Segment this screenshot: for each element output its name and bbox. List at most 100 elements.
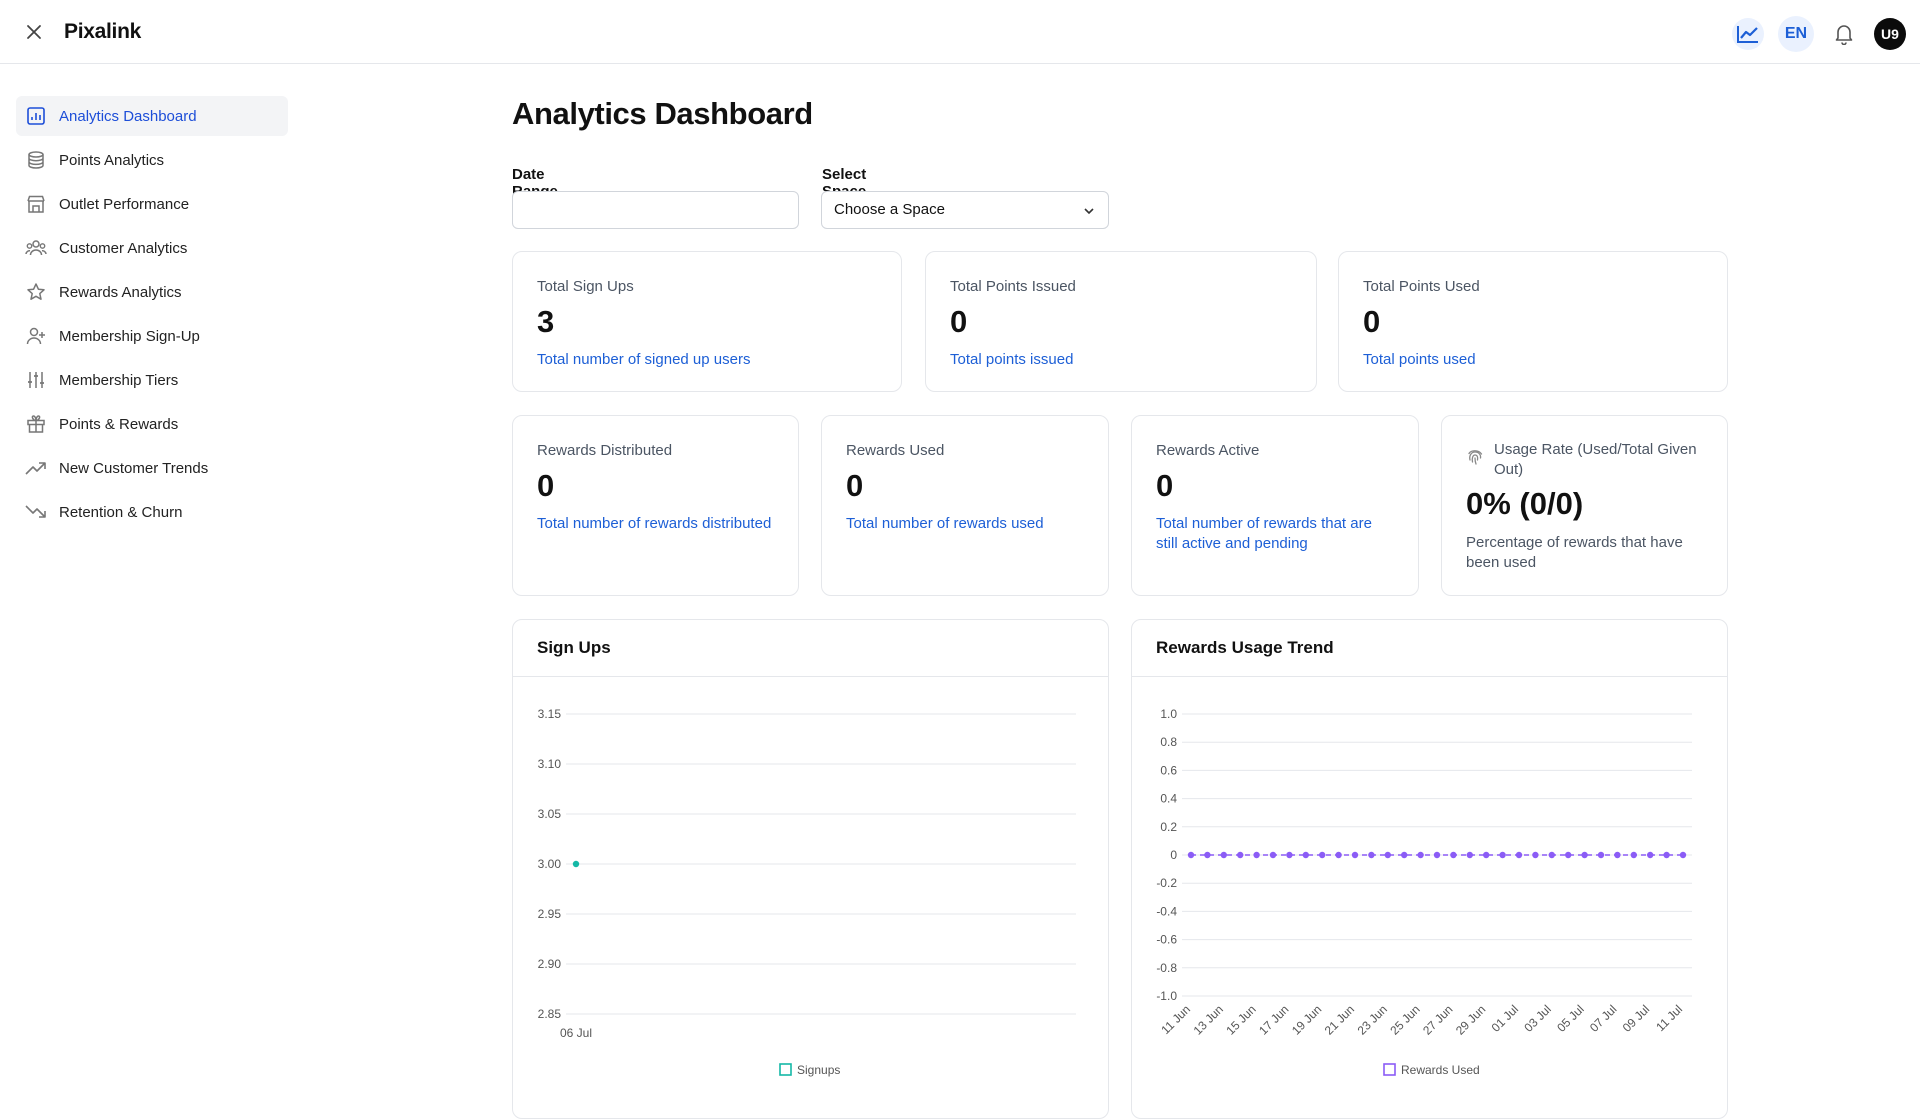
sidebar-item-membership-sign-up[interactable]: Membership Sign-Up — [16, 316, 288, 356]
y-tick-label: 2.85 — [538, 1007, 562, 1021]
stat-label: Total Points Issued — [950, 278, 1076, 295]
sidebar-item-retention-churn[interactable]: Retention & Churn — [16, 492, 288, 532]
data-point — [1187, 851, 1195, 859]
trending-down-icon — [25, 501, 47, 523]
stat-value: 0 — [1156, 468, 1174, 503]
data-point — [1679, 851, 1687, 859]
stat-desc: Total number of signed up users — [537, 351, 751, 368]
stat-desc: Total points issued — [950, 351, 1074, 368]
x-tick-label: 07 Jul — [1587, 1002, 1620, 1035]
y-tick-label: 0.2 — [1160, 820, 1177, 834]
stat-card-total-points-used: Total Points Used 0 Total points used — [1338, 251, 1728, 392]
sidebar-item-label: Membership Tiers — [59, 371, 179, 389]
data-point — [1269, 851, 1277, 859]
data-point — [1630, 851, 1637, 859]
date-range-input[interactable] — [512, 191, 799, 229]
data-point — [1220, 851, 1227, 859]
x-tick-label: 09 Jul — [1620, 1002, 1653, 1035]
stat-card-total-sign-ups: Total Sign Ups 3 Total number of signed … — [512, 251, 902, 392]
data-point — [1548, 851, 1555, 859]
stat-card-rewards-distributed: Rewards Distributed 0 Total number of re… — [512, 415, 799, 596]
data-point — [1532, 851, 1539, 859]
sidebar-item-membership-tiers[interactable]: Membership Tiers — [16, 360, 288, 400]
stat-desc: Total number of rewards used — [846, 515, 1044, 532]
x-tick-label: 11 Jul — [1653, 1002, 1685, 1034]
x-tick-label: 06 Jul — [560, 1026, 592, 1040]
sidebar-item-label: Points & Rewards — [59, 415, 179, 433]
y-tick-label: -0.2 — [1156, 876, 1177, 890]
stat-label: Rewards Active — [1156, 442, 1260, 459]
x-tick-label: 29 Jun — [1453, 1002, 1488, 1037]
stat-label: Rewards Used — [846, 442, 945, 459]
data-point — [1450, 851, 1457, 859]
x-tick-label: 05 Jul — [1554, 1002, 1587, 1035]
data-point — [1466, 851, 1473, 859]
data-point — [1433, 851, 1441, 859]
brand-logo[interactable]: Pixalink — [64, 20, 141, 43]
sidebar-item-rewards-analytics[interactable]: Rewards Analytics — [16, 272, 288, 312]
y-tick-label: 3.15 — [538, 707, 562, 721]
analytics-chart-icon[interactable] — [1732, 18, 1764, 50]
close-icon[interactable] — [22, 20, 46, 44]
stat-value: 3 — [537, 304, 555, 339]
data-point — [1401, 851, 1408, 859]
y-tick-label: 3.00 — [538, 857, 562, 871]
sidebar-item-points-analytics[interactable]: Points Analytics — [16, 140, 288, 180]
data-point — [1204, 851, 1211, 859]
user-plus-icon — [25, 325, 47, 347]
header-actions: EN U9 — [1732, 16, 1906, 52]
data-point — [1302, 851, 1309, 859]
sidebar-item-label: Membership Sign-Up — [59, 327, 200, 345]
legend-swatch — [779, 1063, 792, 1076]
data-point — [1597, 851, 1605, 859]
language-button[interactable]: EN — [1778, 16, 1814, 52]
sidebar-item-label: Points Analytics — [59, 151, 165, 169]
x-tick-label: 03 Jul — [1521, 1002, 1554, 1035]
data-point — [1499, 851, 1506, 859]
y-tick-label: 0.8 — [1160, 735, 1177, 749]
sliders-icon — [25, 369, 47, 391]
rewards-usage-trend-chart: 1.00.80.60.40.20-0.2-0.4-0.6-0.8-1.011 J… — [1156, 707, 1692, 1077]
stat-value: 0 — [537, 468, 555, 503]
space-select[interactable]: Choose a Space — [821, 191, 1109, 229]
sidebar-item-label: Customer Analytics — [59, 239, 188, 257]
stat-desc: Total points used — [1363, 351, 1476, 368]
y-tick-label: -0.6 — [1156, 933, 1177, 947]
rewards-usage-trend-card: Rewards Usage Trend 1.0 0.8 0.6 0.4 0.2 0 -0.2… — [1131, 619, 1728, 1119]
stat-value: 0 — [950, 304, 968, 339]
avatar[interactable]: U9 — [1874, 18, 1906, 50]
stat-label: Usage Rate (Used/Total Given Out) — [1494, 441, 1697, 478]
data-point — [1253, 851, 1260, 859]
y-tick-label: 0.4 — [1160, 792, 1177, 806]
sidebar-item-label: Analytics Dashboard — [59, 107, 197, 125]
sidebar-item-outlet-performance[interactable]: Outlet Performance — [16, 184, 288, 224]
stat-card-rewards-used: Rewards Used 0 Total number of rewards u… — [821, 415, 1109, 596]
sidebar-item-analytics-dashboard[interactable]: Analytics Dashboard — [16, 96, 288, 136]
data-point — [1647, 851, 1654, 859]
data-point — [1351, 851, 1359, 859]
sidebar: Analytics Dashboard Points Analytics Out… — [16, 96, 288, 536]
sidebar-item-label: New Customer Trends — [59, 459, 209, 477]
gift-icon — [25, 413, 47, 435]
y-tick-label: 0.6 — [1160, 763, 1177, 777]
users-icon — [25, 237, 47, 259]
sidebar-item-customer-analytics[interactable]: Customer Analytics — [16, 228, 288, 268]
x-tick-label: 27 Jun — [1420, 1002, 1455, 1037]
page-title: Analytics Dashboard — [512, 96, 813, 131]
sidebar-item-points-rewards[interactable]: Points & Rewards — [16, 404, 288, 444]
data-point — [1417, 851, 1424, 859]
data-point — [1581, 851, 1588, 859]
data-point — [1335, 851, 1342, 859]
sidebar-item-label: Rewards Analytics — [59, 283, 182, 301]
stat-card-usage-rate: Usage Rate (Used/Total Given Out) 0% (0/… — [1441, 415, 1728, 596]
y-tick-label: 1.0 — [1160, 707, 1177, 721]
chart-title: Sign Ups — [513, 620, 1108, 677]
y-tick-label: 0 — [1170, 848, 1177, 862]
sidebar-item-new-customer-trends[interactable]: New Customer Trends — [16, 448, 288, 488]
x-tick-label: 13 Jun — [1191, 1002, 1226, 1037]
data-point — [1384, 851, 1391, 859]
bell-icon[interactable] — [1828, 18, 1860, 50]
sidebar-item-label: Retention & Churn — [59, 503, 183, 521]
star-icon — [25, 281, 47, 303]
stat-value: 0% (0/0) — [1466, 486, 1584, 521]
